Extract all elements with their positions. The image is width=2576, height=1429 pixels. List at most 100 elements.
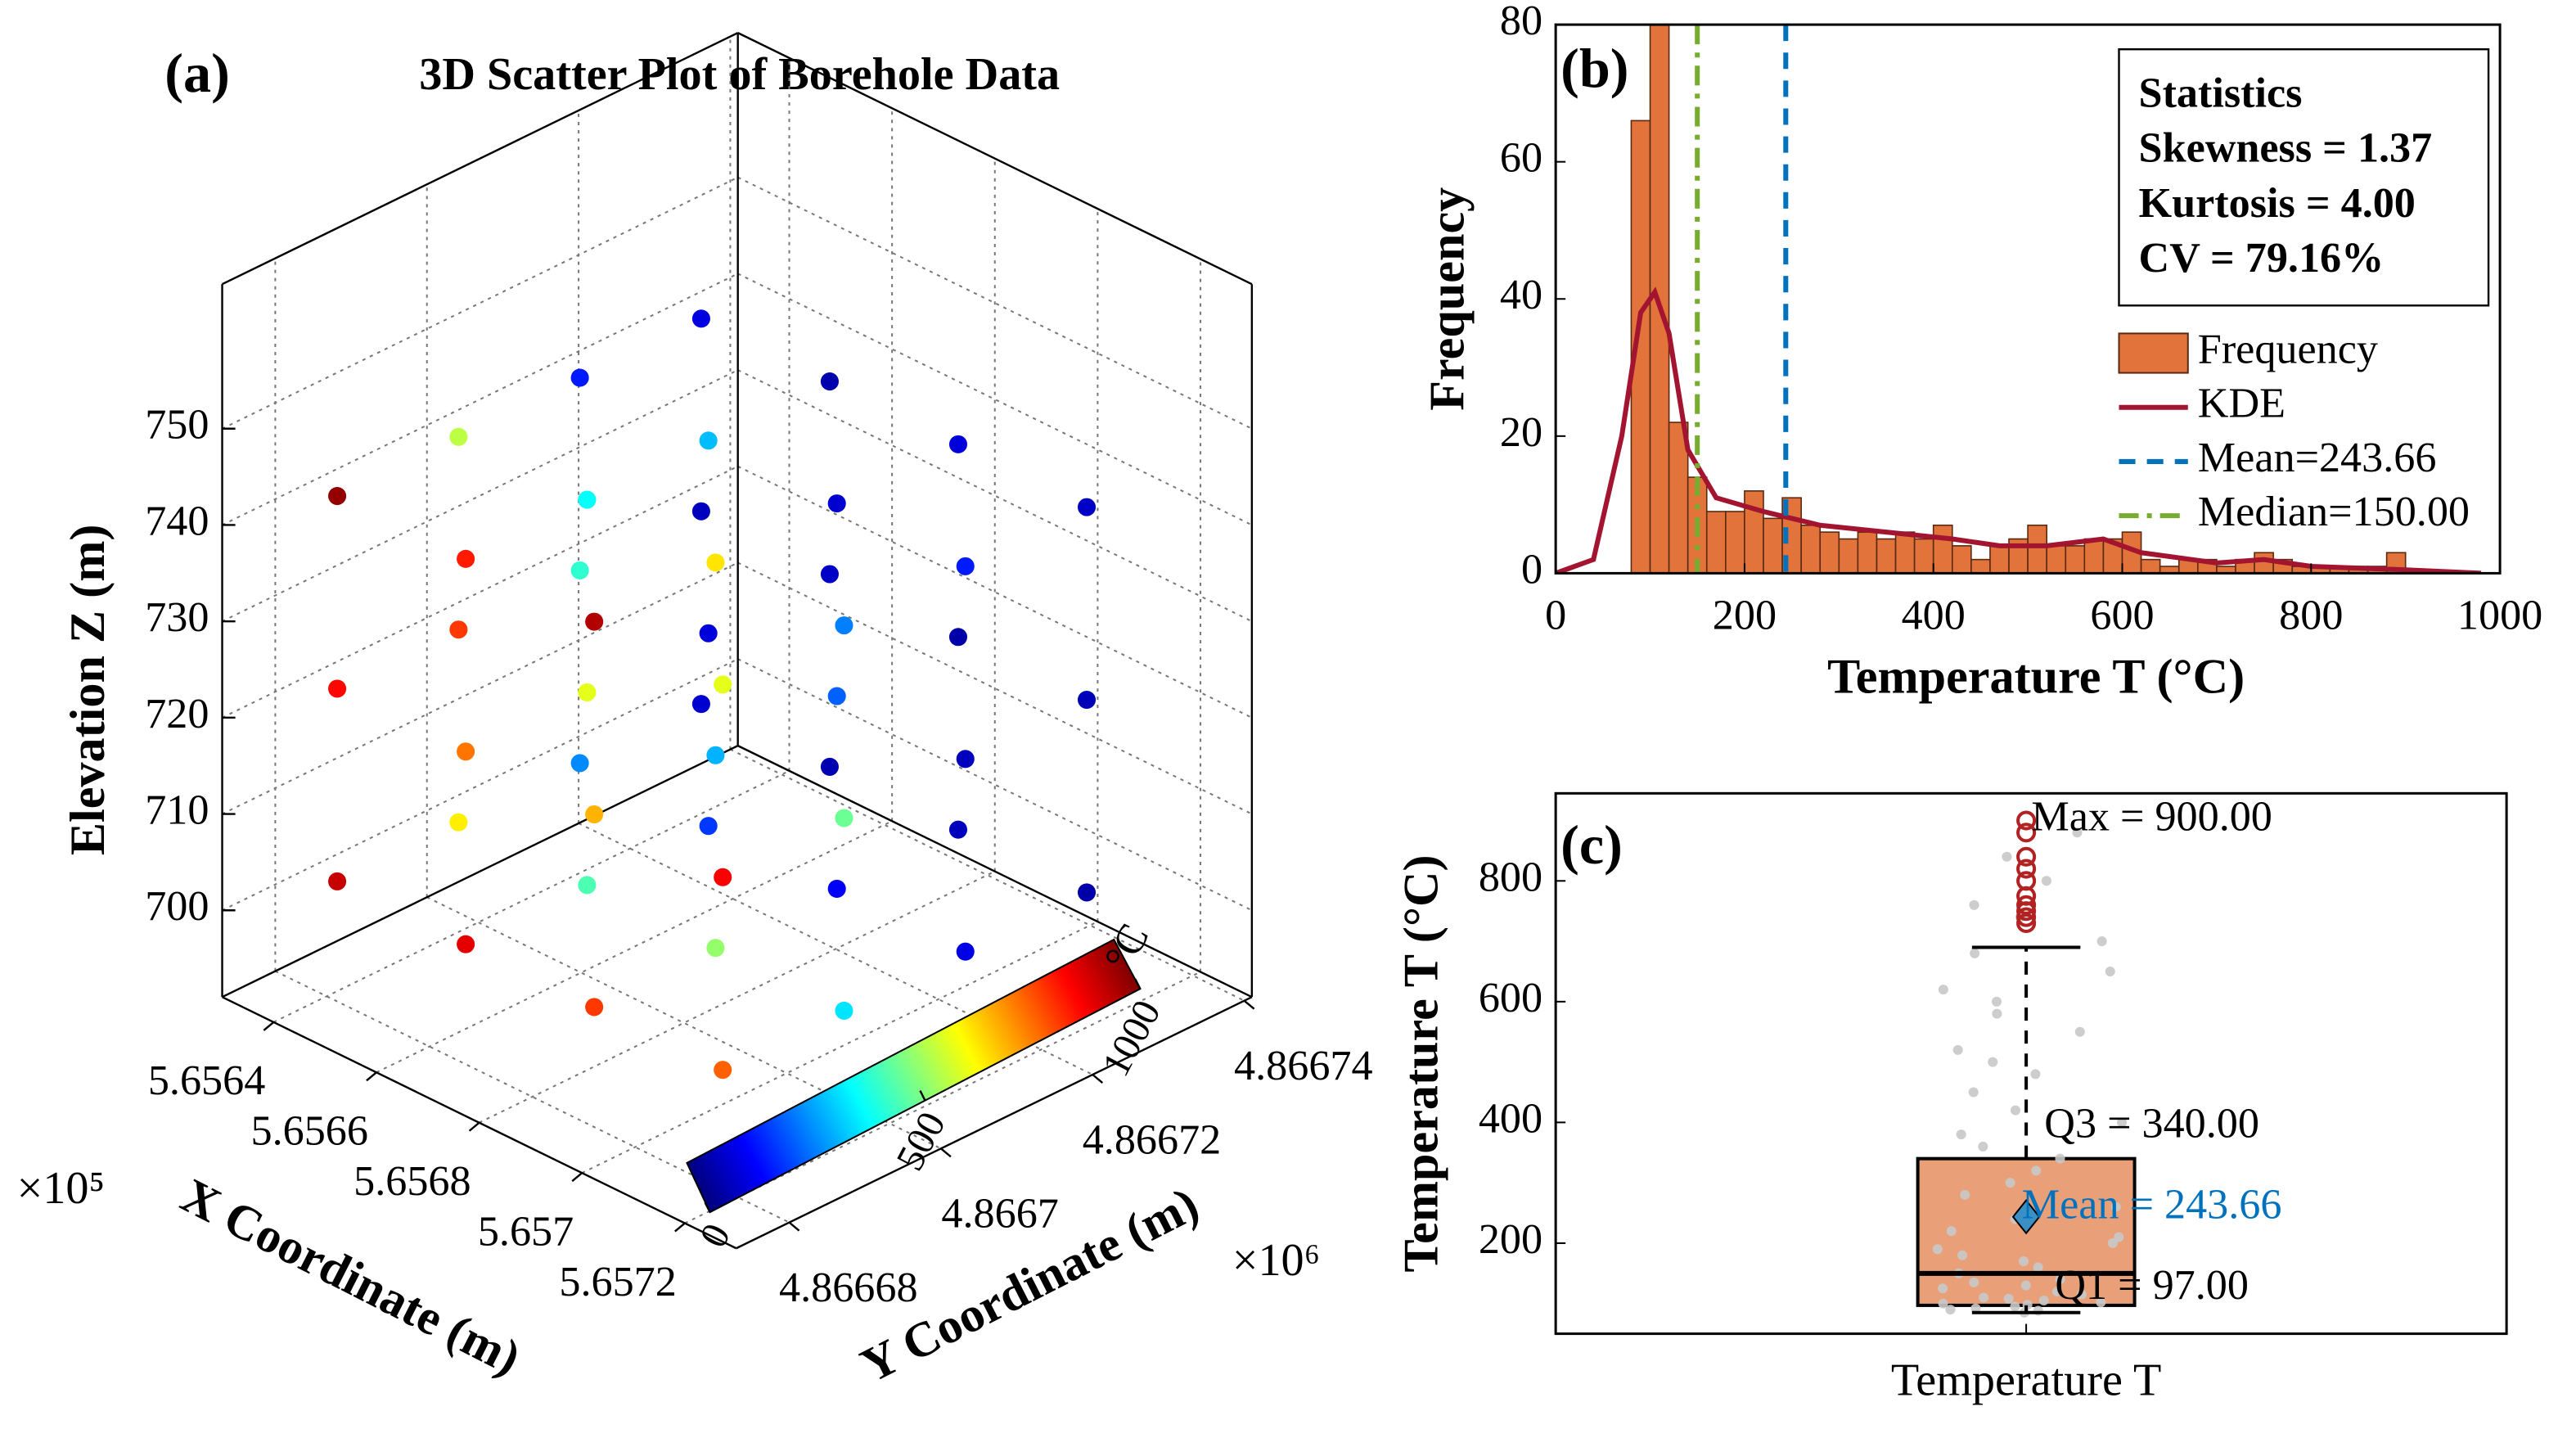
jitter-point <box>1970 948 1980 958</box>
scatter-point <box>570 754 589 773</box>
scatter-point <box>585 612 604 631</box>
grid-line <box>581 921 1098 1174</box>
x-axis-label: X Coordinate (m) <box>173 1168 529 1386</box>
jitter-point <box>2038 1296 2049 1306</box>
jitter-point <box>2107 1237 2118 1248</box>
scatter-point <box>835 809 853 827</box>
axis-edge <box>221 745 739 998</box>
plot-area <box>1556 25 2482 574</box>
x-tick-label: 5.6564 <box>148 1057 265 1104</box>
grid-line <box>737 369 1253 623</box>
y-exponent: ×10⁶ <box>1232 1235 1320 1286</box>
bar <box>1989 545 2010 574</box>
grid-line <box>479 870 996 1124</box>
scatter-point <box>691 695 710 714</box>
grid-line <box>222 561 739 815</box>
tick-mark <box>940 1147 952 1158</box>
jitter-point <box>2096 1297 2106 1308</box>
jitter-point <box>1978 1141 1988 1152</box>
colorbar-tick-label: 0 <box>691 1217 739 1255</box>
bar <box>1838 538 1859 574</box>
jitter-point <box>1988 1057 1998 1067</box>
scatter-point <box>706 553 725 572</box>
grid-line <box>222 465 739 719</box>
scatter-point <box>328 679 347 698</box>
annotation: Mean = 243.66 <box>2022 1182 2282 1228</box>
jitter-point <box>2002 851 2012 862</box>
scatter-point <box>1077 690 1097 710</box>
scatter-point <box>706 746 725 764</box>
outlier <box>2016 895 2037 915</box>
scatter-point <box>956 557 975 575</box>
y-axis-label: Frequency <box>1421 187 1475 411</box>
jitter-point <box>2010 1301 2020 1312</box>
scatter-point <box>457 742 475 761</box>
legend-swatch <box>2118 332 2189 374</box>
scatter-point <box>699 431 718 450</box>
panel-label: (b) <box>1560 37 1628 99</box>
grid-line <box>222 658 739 912</box>
y-tick-label: 4.86672 <box>1083 1116 1222 1163</box>
jitter-point <box>1991 996 2002 1007</box>
jitter-point <box>2072 827 2083 838</box>
y-tick-label: 20 <box>1500 409 1542 456</box>
bar <box>1725 511 1745 574</box>
y-axis-label: Temperature T (°C) <box>1394 854 1448 1272</box>
jitter-point <box>1938 1283 1948 1294</box>
grid-line <box>729 748 1245 1002</box>
jitter-point <box>2005 1178 2015 1188</box>
scatter-point <box>714 1061 732 1080</box>
colorbar-tick-label: 500 <box>888 1105 954 1178</box>
axis-edge <box>736 996 1253 1250</box>
scatter-point <box>956 750 975 769</box>
bar <box>1932 524 1953 574</box>
scatter-point <box>820 565 839 584</box>
bar <box>1800 524 1822 574</box>
outlier <box>2016 859 2037 879</box>
bar <box>2083 538 2105 574</box>
scatter-point <box>835 616 853 635</box>
grid-line <box>222 273 739 526</box>
x-tick-label: 800 <box>2279 593 2343 639</box>
y-tick-label: 80 <box>1500 0 1542 44</box>
scatter-point <box>449 813 468 832</box>
bar <box>1876 538 1897 574</box>
tick-mark <box>263 1021 275 1031</box>
annotation: Q1 = 97.00 <box>2055 1262 2249 1309</box>
axis-edge <box>221 32 739 286</box>
tick-mark <box>1243 999 1255 1010</box>
scatter-point <box>714 868 732 886</box>
tick-mark <box>366 1071 377 1082</box>
grid-line <box>376 820 893 1074</box>
colorbar-tick <box>1134 978 1142 989</box>
bar <box>1894 531 1916 574</box>
x-tick-label: 5.657 <box>478 1208 574 1255</box>
annotation: Q3 = 340.00 <box>2044 1100 2259 1147</box>
grid-line <box>737 273 1253 526</box>
legend-label: Frequency <box>2198 326 2378 372</box>
grid-line <box>684 971 1201 1224</box>
y-tick-label: 0 <box>1521 546 1542 593</box>
x-tick-label: 200 <box>1713 593 1777 639</box>
jitter-point <box>1992 1008 2002 1019</box>
scatter-point <box>699 624 718 642</box>
legend-label: Mean=243.66 <box>2198 435 2437 481</box>
outlier <box>2016 907 2037 927</box>
z-tick-label: 710 <box>145 787 209 834</box>
stats-text: Kurtosis = 4.00 <box>2139 180 2416 227</box>
jitter-point <box>2117 1117 2128 1128</box>
jitter-point <box>2019 1256 2029 1267</box>
jitter-point <box>1969 899 1979 910</box>
bar <box>1913 538 1934 574</box>
bar <box>2140 558 2161 574</box>
x-tick-label: 400 <box>1902 593 1966 639</box>
jitter-point <box>2010 1105 2021 1116</box>
scatter-point <box>948 820 968 839</box>
y-tick-label: 600 <box>1479 975 1542 1021</box>
scatter-point <box>699 817 718 836</box>
outlier <box>2016 846 2037 867</box>
outlier <box>2016 810 2037 831</box>
scatter-point <box>691 309 710 328</box>
scatter-point <box>570 561 589 580</box>
